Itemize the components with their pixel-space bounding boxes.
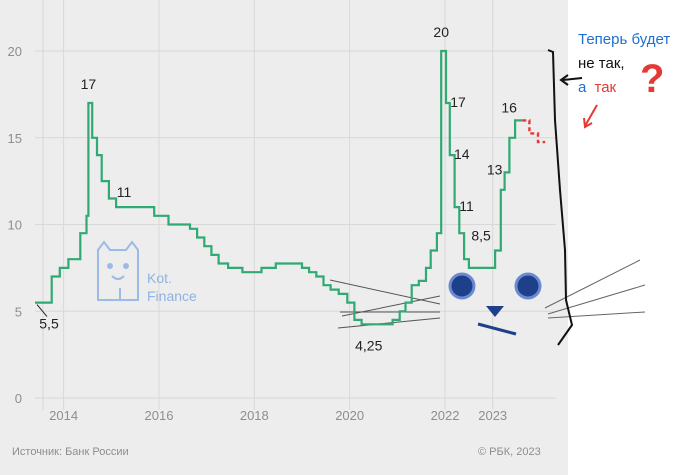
logo-text-line1: Kot. bbox=[147, 270, 172, 286]
value-label-10: 16 bbox=[501, 99, 517, 115]
x-tick-label-2023: 2023 bbox=[478, 408, 507, 423]
annotation-line1: Теперь будет bbox=[578, 31, 670, 48]
arrow-red-line bbox=[584, 104, 598, 127]
value-label-0: 5,5 bbox=[39, 316, 59, 332]
series-layer bbox=[35, 49, 523, 326]
whisker-right-3 bbox=[547, 311, 646, 319]
value-label-6: 14 bbox=[454, 146, 470, 162]
series-line-0 bbox=[35, 49, 523, 326]
cat-face-doodle bbox=[329, 49, 646, 346]
value-label-5: 17 bbox=[450, 94, 466, 110]
y-tick-label-5: 5 bbox=[15, 304, 22, 319]
cat-mouth bbox=[477, 322, 517, 336]
value-label-4: 20 bbox=[433, 24, 449, 40]
cat-logo-icon bbox=[97, 240, 139, 301]
whisker-right-2 bbox=[547, 284, 646, 315]
chart-background bbox=[0, 0, 568, 475]
y-tick-label-20: 20 bbox=[8, 44, 22, 59]
arrow-black-head bbox=[559, 74, 569, 86]
annotation-word-tak: так bbox=[595, 79, 617, 96]
grid bbox=[35, 0, 556, 410]
cat-head-outline bbox=[547, 49, 574, 346]
projection-layer bbox=[36, 119, 546, 317]
y-tick-label-15: 15 bbox=[8, 131, 22, 146]
y-tick-label-0: 0 bbox=[15, 391, 22, 406]
cat-eye-left bbox=[448, 272, 476, 300]
value-label-7: 11 bbox=[459, 198, 474, 214]
arrow-black-line bbox=[562, 77, 583, 81]
whisker-right-1 bbox=[544, 259, 641, 309]
value-label-3: 4,25 bbox=[355, 337, 382, 353]
annotation: Теперь будет не так, а так ? bbox=[559, 31, 670, 129]
question-mark: ? bbox=[640, 57, 664, 101]
x-tick-label-2022: 2022 bbox=[431, 408, 460, 423]
y-tick-label-10: 10 bbox=[8, 218, 22, 233]
annotation-line2: не так, bbox=[578, 55, 625, 72]
y-axis-ticks: 0 5 10 15 20 bbox=[8, 44, 22, 406]
cat-nose bbox=[486, 306, 504, 317]
x-tick-label-2018: 2018 bbox=[240, 408, 269, 423]
arrow-red-head bbox=[583, 117, 593, 129]
value-label-8: 8,5 bbox=[471, 228, 491, 244]
whisker-left-4 bbox=[341, 295, 441, 317]
source-note: Источник: Банк России bbox=[12, 446, 129, 458]
value-labels: 5,5 17 11 4,25 20 17 14 11 8,5 13 16 bbox=[39, 24, 517, 353]
whisker-left-3 bbox=[337, 317, 441, 329]
x-tick-label-2020: 2020 bbox=[335, 408, 364, 423]
value-label-1: 17 bbox=[81, 76, 97, 92]
x-axis-ticks: 2014 2016 2018 2020 2022 2023 bbox=[49, 408, 507, 423]
kot-finance-logo: Kot. Finance bbox=[97, 240, 197, 304]
projection-line bbox=[522, 119, 546, 144]
copyright: © РБК, 2023 bbox=[478, 446, 541, 458]
value-label-2: 11 bbox=[117, 184, 132, 200]
leader-5-5 bbox=[36, 304, 48, 317]
annotation-line3: а так bbox=[578, 79, 617, 96]
value-label-9: 13 bbox=[487, 161, 503, 177]
x-tick-label-2014: 2014 bbox=[49, 408, 78, 423]
logo-text-line2: Finance bbox=[147, 288, 197, 304]
cat-eye-right bbox=[514, 272, 542, 300]
x-tick-label-2016: 2016 bbox=[145, 408, 174, 423]
annotation-word-a: а bbox=[578, 79, 587, 96]
